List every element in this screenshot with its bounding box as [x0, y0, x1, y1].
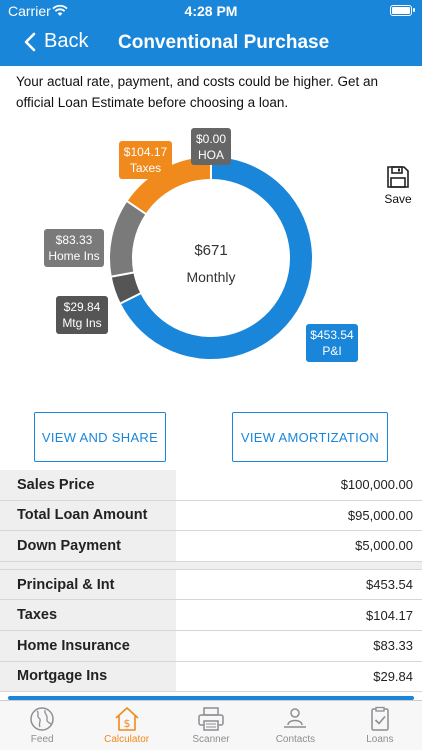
wifi-icon [52, 4, 68, 16]
callout-name: Taxes [130, 161, 161, 175]
tab-feed[interactable]: Feed [0, 701, 84, 750]
disclaimer-text: Your actual rate, payment, and costs cou… [16, 74, 378, 110]
battery-icon [390, 5, 415, 16]
row-label: Principal & Int [0, 569, 176, 600]
chevron-left-icon [24, 32, 36, 51]
callout-value: $0.00 [196, 132, 226, 146]
row-value: $5,000.00 [355, 538, 413, 554]
slice-separator [125, 199, 147, 216]
tab-label: Feed [30, 734, 54, 745]
tab-calculator[interactable]: $ Calculator [84, 701, 168, 750]
view-and-share-button[interactable]: VIEW AND SHARE [34, 412, 166, 462]
house-dollar-icon: $ [115, 707, 139, 731]
contacts-icon [284, 708, 307, 728]
table-row: Mortgage Ins $29.84 [0, 661, 422, 693]
row-label: Total Loan Amount [0, 500, 176, 531]
row-value: $95,000.00 [347, 507, 413, 523]
navigation-bar: Back Conventional Purchase [0, 22, 422, 66]
row-label: Sales Price [0, 470, 176, 500]
clipboard-check-icon [371, 706, 389, 731]
center-label: Monthly [186, 269, 235, 285]
payment-donut-chart: $671 Monthly $453.54 P&I $29.84 Mtg Ins $83.33… [44, 128, 358, 362]
table-row: Total Loan Amount $95,000.00 [0, 500, 422, 532]
scroll-indicator [8, 696, 414, 700]
callout-hoa: $0.00 HOA [191, 128, 231, 165]
save-button[interactable]: Save [380, 165, 416, 206]
section-divider [0, 561, 422, 570]
donut-slice-home-ins [110, 201, 146, 277]
callout-name: Home Ins [48, 249, 99, 263]
slice-separator [110, 271, 135, 278]
callout-name: P&I [322, 344, 341, 358]
callout-p-i: $453.54 P&I [306, 324, 358, 362]
donut-slice-p-i [120, 157, 312, 359]
callout-taxes: $104.17 Taxes [119, 141, 172, 179]
tab-bar: Feed $ Calculator Scanner Contacts [0, 700, 422, 750]
table-row: Down Payment $5,000.00 [0, 531, 422, 562]
save-icon [387, 166, 409, 188]
save-label: Save [384, 192, 412, 206]
printer-icon [198, 707, 224, 731]
callout-mtg-ins: $29.84 Mtg Ins [56, 296, 108, 334]
tab-contacts[interactable]: Contacts [253, 701, 337, 750]
tab-label: Scanner [192, 734, 230, 745]
row-value: $100,000.00 [340, 477, 413, 493]
status-bar: Carrier 4:28 PM [0, 0, 422, 22]
table-row: Sales Price $100,000.00 [0, 470, 422, 501]
slice-separator [119, 292, 142, 305]
clock: 4:28 PM [184, 3, 238, 19]
row-value: $453.54 [366, 577, 413, 593]
tab-loans[interactable]: Loans [338, 701, 422, 750]
donut-slice-mtg-ins [111, 272, 141, 304]
row-label: Home Insurance [0, 630, 176, 661]
callout-value: $29.84 [64, 300, 101, 314]
loan-details-table: Sales Price $100,000.00 Total Loan Amoun… [0, 470, 422, 693]
carrier-label: Carrier [8, 3, 51, 19]
tab-scanner[interactable]: Scanner [169, 701, 253, 750]
tab-label: Calculator [104, 734, 150, 745]
tab-label: Contacts [275, 734, 316, 745]
page-title: Conventional Purchase [118, 32, 330, 53]
callout-value: $83.33 [56, 233, 93, 247]
row-value: $29.84 [373, 668, 413, 684]
callout-name: Mtg Ins [62, 316, 101, 330]
globe-icon [30, 707, 54, 731]
back-button[interactable]: Back [24, 30, 88, 53]
table-row: Home Insurance $83.33 [0, 630, 422, 662]
row-label: Mortgage Ins [0, 661, 176, 692]
row-label: Down Payment [0, 531, 176, 561]
callout-home-ins: $83.33 Home Ins [44, 229, 104, 267]
center-value: $671 [194, 242, 227, 259]
table-row: Taxes $104.17 [0, 600, 422, 631]
tab-label: Loans [366, 734, 394, 745]
callout-name: HOA [198, 148, 224, 162]
callout-value: $104.17 [124, 145, 168, 159]
back-label: Back [44, 30, 89, 52]
row-label: Taxes [0, 600, 176, 630]
svg-text:$: $ [123, 717, 130, 730]
table-row: Principal & Int $453.54 [0, 569, 422, 601]
callout-value: $453.54 [310, 328, 354, 342]
view-amortization-button[interactable]: VIEW AMORTIZATION [232, 412, 388, 462]
row-value: $83.33 [373, 638, 413, 654]
row-value: $104.17 [366, 607, 413, 623]
